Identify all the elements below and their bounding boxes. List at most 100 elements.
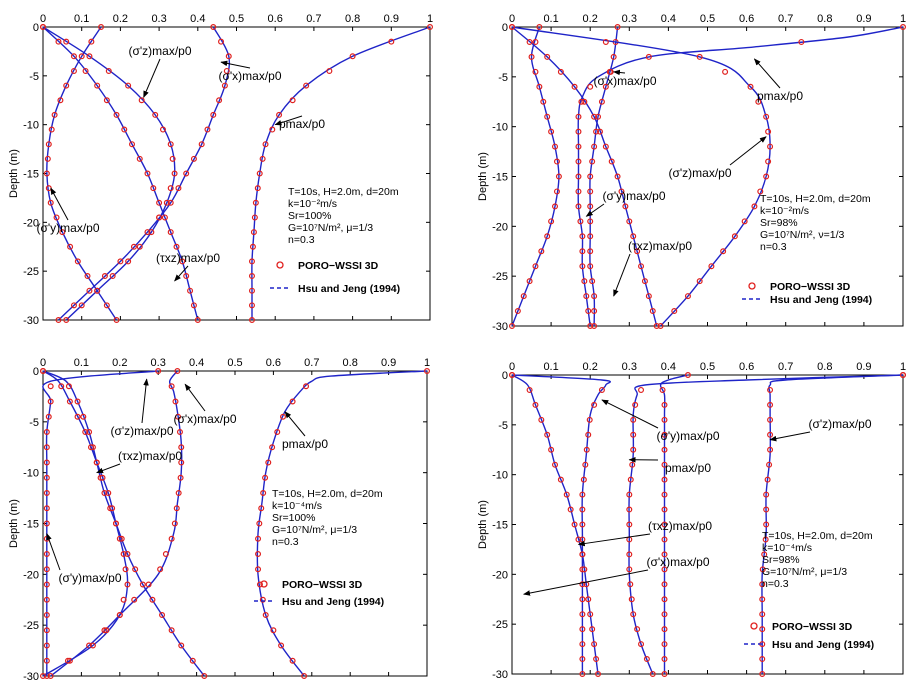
data-marker <box>167 199 174 206</box>
x-tick-label: 0.2 <box>113 13 128 25</box>
data-marker <box>94 82 101 89</box>
y-tick-label: -5 <box>498 420 508 432</box>
y-tick-label: -30 <box>23 671 39 683</box>
data-marker <box>557 68 564 75</box>
data-marker <box>587 611 594 618</box>
data-marker <box>116 611 123 618</box>
data-marker <box>548 446 555 453</box>
x-tick-label: 0.4 <box>661 361 676 373</box>
data-marker <box>608 158 615 165</box>
x-tick-label: 0.4 <box>189 357 204 369</box>
data-marker <box>194 317 201 324</box>
data-marker <box>899 372 906 379</box>
curve-label: (σ'y)max/p0 <box>58 571 121 585</box>
x-tick-label: 0.8 <box>345 13 360 25</box>
y-tick-label: -10 <box>492 122 508 134</box>
data-marker <box>563 491 570 498</box>
annotation-arrow <box>284 411 306 437</box>
data-marker <box>269 444 276 451</box>
data-marker <box>39 672 46 679</box>
data-marker <box>722 68 729 75</box>
x-tick-label: 0.2 <box>112 357 127 369</box>
curve-label: (τxz)max/p0 <box>648 519 712 533</box>
data-marker <box>349 53 356 60</box>
legend-marker-icon <box>276 261 284 269</box>
data-marker <box>767 446 774 453</box>
x-tick-label: 0 <box>40 13 46 25</box>
data-marker <box>250 229 257 236</box>
data-marker <box>671 308 678 315</box>
x-tick-label: 0.9 <box>384 13 399 25</box>
data-marker <box>276 111 283 118</box>
series-markers-1 <box>248 24 434 324</box>
data-marker <box>585 308 592 315</box>
data-marker <box>579 491 586 498</box>
x-tick-label: 0.3 <box>622 361 637 373</box>
data-marker <box>120 550 127 557</box>
data-marker <box>301 672 308 679</box>
data-marker <box>661 611 668 618</box>
curve-label: (σ'y)max/p0 <box>656 429 719 443</box>
data-marker <box>509 323 516 330</box>
data-marker <box>587 173 594 180</box>
data-marker <box>798 38 805 45</box>
data-marker <box>172 398 179 405</box>
data-marker <box>55 38 62 45</box>
data-marker <box>168 383 175 390</box>
data-marker <box>593 128 600 135</box>
data-marker <box>44 155 51 162</box>
annotation-arrow <box>50 187 69 221</box>
curve-label: (σ'y)max/p0 <box>602 189 665 203</box>
data-marker <box>630 431 637 438</box>
data-marker <box>763 491 770 498</box>
y-tick-label: -15 <box>492 520 508 532</box>
data-marker <box>109 273 116 280</box>
x-tick-label: 0.9 <box>856 13 871 25</box>
data-marker <box>581 566 588 573</box>
annotation-arrow <box>612 69 626 76</box>
data-marker <box>149 596 156 603</box>
data-marker <box>303 383 310 390</box>
data-marker <box>575 173 582 180</box>
data-marker <box>575 203 582 210</box>
y-tick-label: -15 <box>492 172 508 184</box>
data-marker <box>626 566 633 573</box>
data-marker <box>595 670 602 677</box>
data-marker <box>112 520 119 527</box>
series-line-1 <box>251 26 431 320</box>
data-marker <box>509 24 516 31</box>
data-marker <box>602 143 609 150</box>
data-marker <box>48 126 55 133</box>
data-marker <box>634 626 641 633</box>
data-marker <box>509 372 516 379</box>
data-marker <box>591 293 598 300</box>
data-marker <box>585 431 592 438</box>
legend-markers-label: PORO−WSSI 3D <box>772 621 853 633</box>
x-tick-label: 1 <box>427 13 433 25</box>
data-marker <box>765 158 772 165</box>
curve-label: (σ'z)max/p0 <box>110 424 173 438</box>
series-markers-1 <box>255 368 431 679</box>
data-marker <box>579 263 586 270</box>
data-marker <box>45 141 52 148</box>
data-marker <box>326 67 333 74</box>
data-marker <box>661 670 668 677</box>
data-marker <box>661 506 668 513</box>
x-tick-label: 0 <box>509 13 515 25</box>
data-marker <box>255 535 262 542</box>
data-marker <box>255 550 262 557</box>
data-marker <box>661 461 668 468</box>
data-marker <box>579 611 586 618</box>
data-marker <box>579 670 586 677</box>
curve-label: (τxz)max/p0 <box>628 239 692 253</box>
data-marker <box>626 551 633 558</box>
x-tick-label: 0.3 <box>151 357 166 369</box>
data-marker <box>150 185 157 192</box>
y-tick-label: 0 <box>502 22 508 34</box>
parameter-line: n=0.3 <box>762 578 789 590</box>
data-marker <box>248 317 255 324</box>
data-marker <box>252 199 259 206</box>
data-marker <box>136 243 143 250</box>
x-tick-label: 0.9 <box>381 357 396 369</box>
